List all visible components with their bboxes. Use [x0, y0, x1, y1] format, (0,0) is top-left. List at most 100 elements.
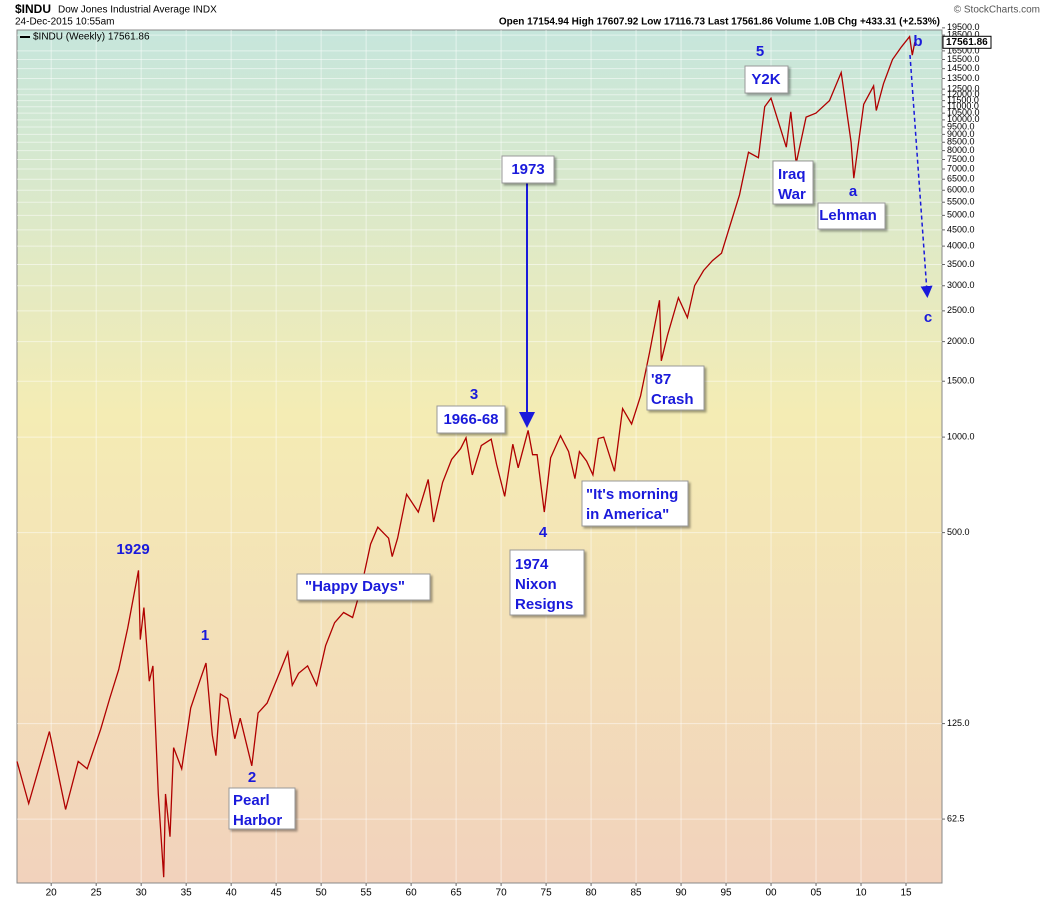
- y-tick-label: 6000.0: [947, 185, 975, 195]
- x-tick-label: 55: [361, 888, 373, 899]
- annotation-box: [501, 155, 555, 184]
- x-tick-label: 45: [271, 888, 283, 899]
- x-tick-label: 35: [181, 888, 193, 899]
- x-tick-label: 85: [631, 888, 643, 899]
- date: 24-Dec-2015 10:55am: [15, 17, 115, 28]
- y-tick-label: 6500.0: [947, 174, 975, 184]
- annotation-box: [772, 160, 814, 205]
- annotation-box: [581, 480, 689, 527]
- y-tick-label: 1500.0: [947, 376, 975, 386]
- y-tick-label: 10500.0: [947, 108, 980, 118]
- annotation: 5: [756, 43, 764, 60]
- y-tick-label: 3000.0: [947, 280, 975, 290]
- y-tick-label: 12000.0: [947, 89, 980, 99]
- annotation: 2: [248, 769, 256, 786]
- symbol: $INDU: [15, 2, 51, 16]
- annotation-box: [509, 549, 585, 616]
- annotation-box: [436, 405, 506, 434]
- annotation: 1: [201, 627, 209, 644]
- annotation-box: [646, 365, 705, 411]
- y-tick-label: 9000.0: [947, 129, 975, 139]
- x-tick-label: 50: [316, 888, 328, 899]
- y-tick-label: 13500.0: [947, 73, 980, 83]
- annotation: War: [778, 186, 806, 203]
- annotation-box: [817, 202, 886, 230]
- y-tick-label: 11000.0: [947, 101, 979, 111]
- y-tick-label: 3500.0: [947, 259, 975, 269]
- annotation: Iraq: [778, 166, 806, 183]
- annotation: 1973: [511, 161, 544, 178]
- y-tick-label: 7500.0: [947, 154, 975, 164]
- annotation-box: [228, 787, 296, 830]
- legend-entry: $INDU (Weekly) 17561.86: [33, 32, 150, 43]
- annotation-box: [296, 573, 431, 601]
- y-tick-label: 8000.0: [947, 145, 975, 155]
- plot-area: [16, 29, 943, 884]
- y-tick-label: 125.0: [947, 718, 970, 728]
- annotation: 4: [539, 524, 548, 541]
- annotation: 3: [470, 386, 478, 403]
- annotation: Pearl: [233, 792, 270, 809]
- x-tick-label: 60: [406, 888, 418, 899]
- y-tick-label: 4500.0: [947, 224, 975, 234]
- last-value-label: 17561.86: [946, 37, 988, 48]
- price-line: [16, 35, 916, 878]
- annotation: Harbor: [233, 812, 282, 829]
- annotation: '87: [651, 371, 671, 388]
- annotation: Resigns: [515, 596, 573, 613]
- y-tick-label: 7000.0: [947, 163, 975, 173]
- y-tick-label: 14500.0: [947, 63, 980, 73]
- y-tick-label: 11500.0: [947, 95, 979, 105]
- y-tick-label: 62.5: [947, 813, 965, 823]
- annotation: 1929: [116, 541, 149, 558]
- x-tick-label: 30: [136, 888, 148, 899]
- annotation: Lehman: [819, 207, 877, 224]
- x-tick-label: 95: [720, 888, 732, 899]
- y-tick-label: 10000.0: [947, 114, 980, 124]
- x-tick-label: 10: [855, 888, 867, 899]
- quote: Open 17154.94 High 17607.92 Low 17116.73…: [499, 17, 940, 28]
- y-tick-label: 2500.0: [947, 305, 975, 315]
- watermark: © StockCharts.com: [954, 5, 1040, 16]
- y-tick-label: 5000.0: [947, 210, 975, 220]
- x-tick-label: 70: [496, 888, 508, 899]
- y-tick-label: 15500.0: [947, 54, 980, 64]
- y-tick-label: 16500.0: [947, 45, 980, 55]
- annotation: "Happy Days": [305, 578, 405, 595]
- annotation: c: [924, 309, 932, 326]
- y-tick-label: 4000.0: [947, 240, 975, 250]
- x-tick-label: 90: [675, 888, 687, 899]
- y-tick-label: 9500.0: [947, 121, 975, 131]
- annotation: b: [913, 33, 922, 50]
- x-tick-label: 65: [451, 888, 463, 899]
- annotation: "It's morning: [586, 486, 678, 503]
- y-tick-label: 12500.0: [947, 84, 980, 94]
- y-tick-label: 2000.0: [947, 336, 975, 346]
- x-tick-label: 00: [765, 888, 777, 899]
- y-tick-label: 8500.0: [947, 137, 975, 147]
- y-tick-label: 1000.0: [947, 431, 975, 441]
- annotation-arrow: [909, 54, 933, 298]
- annotation: Crash: [651, 391, 694, 408]
- y-tick-label: 500.0: [947, 527, 970, 537]
- annotation: a: [849, 183, 858, 200]
- y-tick-label: 5500.0: [947, 197, 975, 207]
- x-tick-label: 15: [900, 888, 912, 899]
- y-tick-label: 18500.0: [947, 29, 980, 39]
- annotation-box: [744, 65, 789, 94]
- last-value-box: [942, 35, 992, 49]
- x-tick-label: 80: [586, 888, 598, 899]
- x-tick-label: 05: [810, 888, 822, 899]
- annotation: 1966-68: [443, 411, 498, 428]
- x-tick-label: 20: [46, 888, 58, 899]
- x-tick-label: 25: [91, 888, 103, 899]
- x-tick-label: 40: [226, 888, 238, 899]
- annotation: in America": [586, 506, 669, 523]
- x-tick-label: 75: [541, 888, 553, 899]
- annotation: 1974: [515, 556, 549, 573]
- y-tick-label: 19500.0: [947, 22, 980, 32]
- annotation: Y2K: [751, 71, 780, 88]
- annotation: Nixon: [515, 576, 557, 593]
- instrument-name: Dow Jones Industrial Average INDX: [58, 5, 217, 16]
